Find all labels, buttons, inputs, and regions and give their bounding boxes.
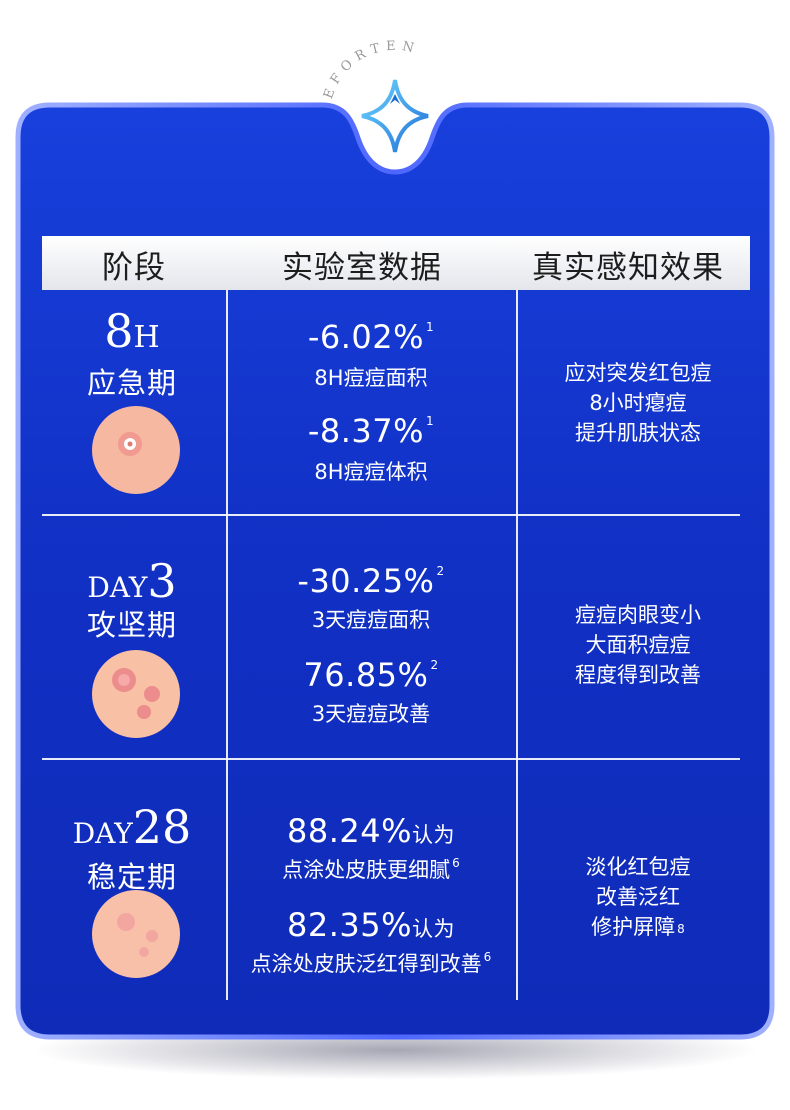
header-stage: 阶段 xyxy=(102,250,166,286)
skin-pimple-icon xyxy=(92,650,180,738)
lab-value: -8.37% 1 xyxy=(307,412,435,450)
column-divider xyxy=(516,290,518,1000)
row-divider xyxy=(42,758,740,760)
skin-pimple-icon xyxy=(92,890,180,978)
lab-value: 88.24%认为 xyxy=(286,812,455,850)
lab-value: -30.25% 2 xyxy=(297,562,445,600)
effect-text: 淡化红包痘 改善泛红 修护屏障 8 xyxy=(585,855,691,939)
comparison-table: 阶段 实验室数据 真实感知效果 8H 应急期 -6.02% 1 8H痘痘面积 -8… xyxy=(42,236,750,1000)
lab-desc: 8H痘痘体积 xyxy=(314,460,428,484)
row-divider xyxy=(42,514,740,516)
column-divider xyxy=(226,290,228,1000)
lab-desc: 3天痘痘面积 xyxy=(311,608,431,632)
header-real-effect: 真实感知效果 xyxy=(532,250,724,286)
lab-desc: 8H痘痘面积 xyxy=(314,366,428,390)
lab-value: 76.85% 2 xyxy=(303,656,439,694)
effect-text: 痘痘肉眼变小 大面积痘痘 程度得到改善 xyxy=(575,603,701,687)
lab-desc: 3天痘痘改善 xyxy=(311,702,431,726)
stage-label: 8H xyxy=(104,304,160,358)
stage-name: 稳定期 xyxy=(86,860,177,894)
stage-label: DAY3 xyxy=(87,554,177,608)
table-header: 阶段 实验室数据 真实感知效果 xyxy=(42,236,750,290)
brand-logo: BEFORTEN xyxy=(300,20,490,170)
lab-desc: 点涂处皮肤更细腻 6 xyxy=(282,856,460,882)
skin-pimple-icon xyxy=(92,406,180,494)
lab-value: -6.02% 1 xyxy=(307,318,435,356)
header-lab-data: 实验室数据 xyxy=(282,250,442,286)
effect-text: 应对突发红包痘 8小时瘪痘 提升肌肤状态 xyxy=(564,361,712,445)
lab-desc: 点涂处皮肤泛红得到改善 6 xyxy=(250,950,492,976)
stage-name: 攻坚期 xyxy=(86,608,177,642)
lab-value: 82.35%认为 xyxy=(286,906,455,944)
stage-name: 应急期 xyxy=(86,366,177,400)
stage-label: DAY28 xyxy=(72,800,192,854)
